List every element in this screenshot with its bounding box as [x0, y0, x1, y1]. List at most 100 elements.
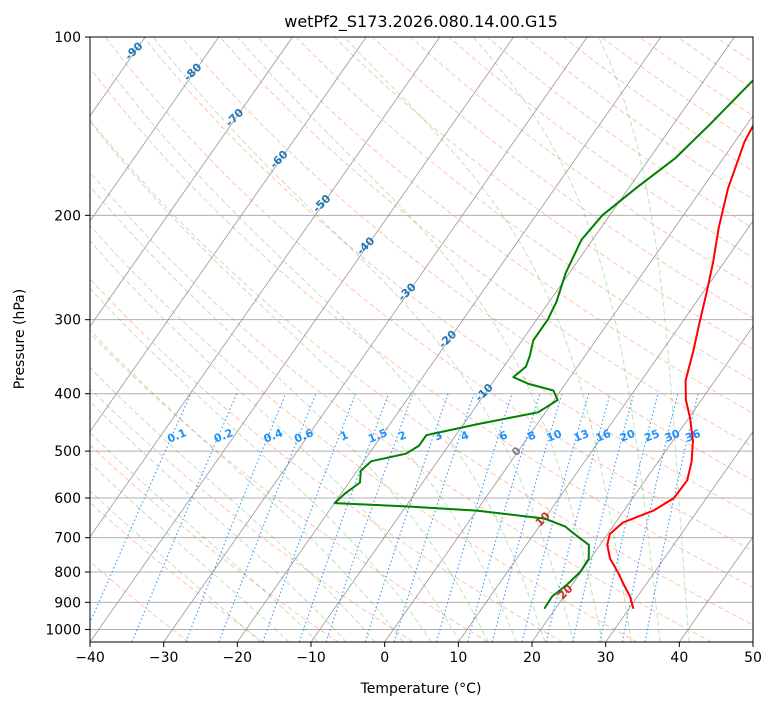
y-tick-label: 200 [54, 208, 81, 224]
mixing-ratio-line [491, 393, 563, 642]
y-tick-label: 700 [54, 531, 81, 547]
dry-adiabat-line [219, 37, 753, 448]
x-tick-label: −40 [75, 650, 105, 666]
isotherm-line [605, 430, 753, 642]
moist-adiabat-line [90, 490, 261, 642]
mixing-ratio-line [466, 393, 541, 642]
isotherm-line [458, 220, 753, 642]
mixing-ratio-lines [90, 393, 699, 642]
mixing-ratio-line [521, 393, 590, 642]
isotherm-line [90, 37, 514, 642]
dry-adiabat-line [333, 37, 753, 350]
mixing-ratio-line [644, 393, 699, 642]
mixing-ratio-label: 8 [526, 428, 538, 443]
pressure-gridlines [90, 37, 753, 630]
plot-frame [89, 36, 754, 643]
mixing-ratio-label: 20 [618, 427, 637, 445]
dry-adiabat-line [90, 119, 753, 626]
dry-adiabat-line [295, 37, 753, 382]
x-axis-label: Temperature (°C) [360, 681, 482, 697]
mixing-ratio-label: 30 [663, 427, 682, 445]
mixing-ratio-label: 25 [642, 427, 661, 445]
moist-adiabat-line [111, 72, 546, 642]
x-tick-label: 10 [449, 650, 467, 666]
moist-adiabat-line [598, 37, 690, 642]
x-axis-ticks: −40 −30 −20 −10 0 10 20 30 40 50 [75, 642, 762, 666]
mixing-ratio-line [545, 393, 611, 642]
x-tick-label: 0 [380, 650, 389, 666]
mixing-ratio-line [218, 393, 317, 642]
isotherm-line [531, 325, 753, 642]
dewpoint-profile-line [333, 79, 753, 609]
y-tick-label: 100 [54, 30, 81, 46]
sounding-profiles [333, 79, 753, 609]
mixing-ratio-line [572, 393, 635, 642]
dry-adiabat-line [90, 332, 488, 642]
isotherm-line [90, 37, 367, 433]
y-axis-label: Pressure (hPa) [12, 289, 28, 389]
mixing-ratio-label: 3 [432, 428, 444, 443]
isotherm-line [90, 37, 293, 327]
mixing-ratio-line [262, 393, 357, 642]
moist-adiabat-line [90, 366, 376, 642]
x-tick-label: −20 [223, 650, 253, 666]
y-tick-label: 500 [54, 444, 81, 460]
mixing-ratio-label: 10 [545, 427, 564, 445]
x-tick-label: 30 [597, 650, 615, 666]
y-axis-ticks: 100 200 300 400 500 600 700 800 900 1000 [45, 30, 90, 638]
x-tick-label: −10 [296, 650, 326, 666]
x-tick-label: 40 [670, 650, 688, 666]
moist-adiabat-line [90, 400, 347, 642]
x-tick-label: 50 [744, 650, 762, 666]
moist-adiabat-line [90, 120, 517, 642]
y-tick-label: 600 [54, 491, 81, 507]
mixing-ratio-label: 13 [572, 427, 591, 445]
dry-adiabat-line [181, 37, 753, 482]
isotherm-line [310, 37, 735, 642]
y-tick-label: 800 [54, 565, 81, 581]
moist-adiabat-line [152, 37, 575, 642]
moist-adiabat-line [472, 37, 661, 642]
temperature-profile-line [606, 123, 753, 609]
isotherm-line [163, 37, 588, 642]
mixing-ratio-label: 2 [396, 428, 408, 443]
mixing-ratio-line [185, 393, 287, 642]
dry-adiabat-line [143, 37, 753, 516]
mixing-ratio-line [364, 393, 449, 642]
mixing-ratio-line [325, 393, 414, 642]
moist-adiabat-line [90, 329, 404, 642]
isotherm-line [679, 536, 753, 642]
isotherm-line [384, 115, 753, 642]
dry-adiabat-line [90, 560, 190, 642]
moist-adiabat-line [90, 185, 489, 642]
x-tick-label: −30 [149, 650, 179, 666]
dry-adiabat-line [372, 37, 753, 319]
y-tick-label: 1000 [45, 622, 81, 638]
mixing-ratio-line [393, 393, 475, 642]
moist-adiabat-line [343, 37, 632, 642]
mixing-ratio-line [435, 393, 513, 642]
y-tick-label: 400 [54, 387, 81, 403]
moist-adiabat-line [90, 432, 319, 642]
mixing-ratio-label: 1 [338, 428, 350, 443]
isotherm-line [237, 37, 662, 642]
moist-adiabat-line [237, 37, 603, 642]
dry-adiabat-line [90, 171, 712, 642]
mixing-ratio-line [298, 393, 390, 642]
dry-adiabat-line [90, 278, 563, 642]
isotherm-line [90, 37, 441, 538]
moist-adiabat-line [90, 462, 290, 642]
mixing-ratio-line [599, 393, 659, 642]
chart-title: wetPf2_S173.2026.080.14.00.G15 [284, 12, 558, 32]
mixing-ratio-line [621, 393, 679, 642]
moist-adiabats [90, 37, 690, 642]
y-tick-label: 300 [54, 313, 81, 329]
x-tick-label: 20 [523, 650, 541, 666]
dry-adiabat-line [90, 67, 753, 588]
y-tick-label: 900 [54, 595, 81, 611]
isotherm-line [90, 37, 220, 222]
mixing-ratio-label: 16 [594, 427, 613, 445]
isotherms [90, 37, 753, 642]
